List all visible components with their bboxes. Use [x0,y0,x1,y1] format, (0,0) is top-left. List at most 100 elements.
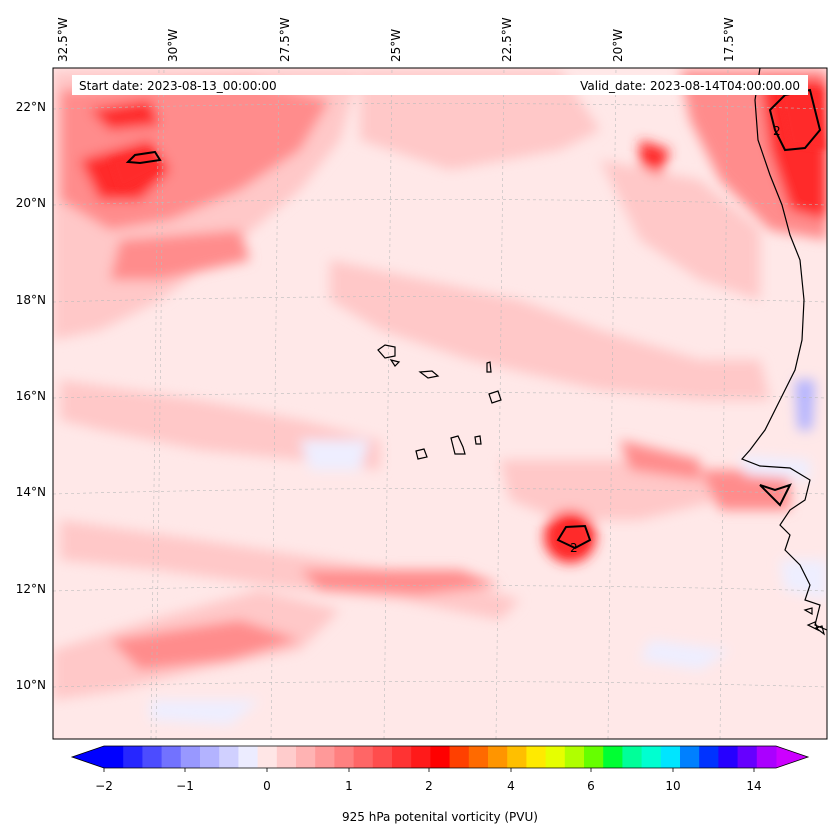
parallel-line [53,199,827,206]
pv-positive-light-region [60,520,520,620]
pv-positive-medium-region [620,440,700,480]
colorbar-cell [564,746,585,768]
cape-verde-santa-luzia [389,359,401,367]
cape-verde-sao-nicolau [418,370,440,379]
colorbar-cell [507,746,527,768]
pv-negative-region [150,700,260,725]
date-banner [72,75,808,95]
meridian-line [270,68,280,739]
lon-label: 17.5°W [722,17,736,62]
colorbar-cell [392,746,412,768]
colorbar-cell [603,746,623,768]
colorbar-cell [660,746,681,768]
lon-label: 30°W [166,29,180,62]
parallel-line [53,103,827,110]
colorbar-cell [449,746,470,768]
lat-label: 22°N [16,100,46,114]
cape-verde-brava [474,435,482,445]
pv-positive-strong-region [110,150,160,190]
colorbar-cell [296,746,316,768]
colorbar-cell [737,746,758,768]
lon-label: 32.5°W [56,17,70,62]
colorbar-cell [104,746,124,768]
colorbar-cell [622,746,643,768]
colorbar-cell [276,746,297,768]
colorbar: −2 −1 0 1 2 4 6 10 14 925 hPa potenital … [70,745,810,824]
pv-negative-region [300,440,370,470]
meridian-line [719,68,729,739]
pv-positive-medium-region [300,570,500,595]
colorbar-ticks [103,768,755,772]
colorbar-cell [488,746,508,768]
colorbar-under-arrow [72,746,104,768]
colorbar-cell [123,746,143,768]
meridian-line [495,68,505,739]
lat-label: 14°N [16,485,46,499]
pv-positive-light-region [60,380,380,470]
contour-2pvu-low [556,524,592,550]
lat-label: 10°N [16,678,46,692]
colorbar-cell [680,746,700,768]
colorbar-cell [699,746,719,768]
pv-positive-light-region [330,260,770,400]
colorbar-cell [334,746,355,768]
longitude-labels: 32.5°W 30°W 27.5°W 25°W 22.5°W 20°W 17.5… [56,17,736,62]
coastlines [377,68,827,636]
pv-negative-strong-region [795,380,815,430]
cape-verde-fogo [415,448,428,460]
cape-verde-santiago [450,435,466,455]
colorbar-tick-label: −2 [95,779,113,793]
lon-label: 27.5°W [278,17,292,62]
bijagos-islands [803,607,825,636]
cape-verde-sal [377,344,396,359]
colorbar-tick-label: 1 [345,779,353,793]
contour-label-2: 2 [570,541,578,555]
colorbar-cell [756,746,777,768]
lon-label: 22.5°W [500,17,514,62]
meridian-line [383,68,393,739]
pv-positive-medium-region [110,620,300,670]
valid-date-text: Valid_date: 2023-08-14T04:00:00.00 [580,79,800,93]
contour-2pvu-senegal [759,483,792,507]
pv-negative-region [640,640,730,670]
lat-label: 18°N [16,293,46,307]
colorbar-cell [315,746,335,768]
colorbar-cells [104,746,777,768]
contour-2pvu-north [125,150,162,165]
colorbar-tick-label: −1 [176,779,194,793]
pv-positive-strong-region [640,140,670,175]
latitude-labels: 22°N 20°N 18°N 16°N 14°N 12°N 10°N [16,100,46,692]
colorbar-cell [584,746,604,768]
colorbar-cell [430,746,451,768]
lon-label: 20°W [611,29,625,62]
meridian-line [607,68,617,739]
parallel-line [53,681,827,688]
colorbar-label: 925 hPa potenital vorticity (PVU) [342,810,538,824]
colorbar-tick-label: 2 [425,779,433,793]
parallel-line [53,488,827,495]
colorbar-cell [238,746,259,768]
colorbar-cell [526,746,547,768]
africa-coastline [740,68,827,631]
colorbar-cell [219,746,239,768]
meridian-line [150,68,160,739]
start-date-text: Start date: 2023-08-13_00:00:00 [79,79,277,93]
colorbar-tick-label: 14 [746,779,761,793]
pv-positive-medium-region [110,230,250,280]
colorbar-tick-label: 6 [587,779,595,793]
map-frame [52,67,828,740]
colorbar-cell [161,746,182,768]
lat-label: 20°N [16,196,46,210]
colorbar-cell [353,746,374,768]
colorbar-tick-label: 10 [665,779,680,793]
colorbar-tick-label: 0 [263,779,271,793]
colorbar-over-arrow [776,746,808,768]
meridian-line [155,68,165,739]
contour-label-2-coast: 2 [773,124,781,138]
pv-positive-light-region [600,160,760,300]
colorbar-cell [718,746,739,768]
parallel-line [53,585,827,592]
colorbar-cell [372,746,393,768]
parallel-line [53,392,827,399]
